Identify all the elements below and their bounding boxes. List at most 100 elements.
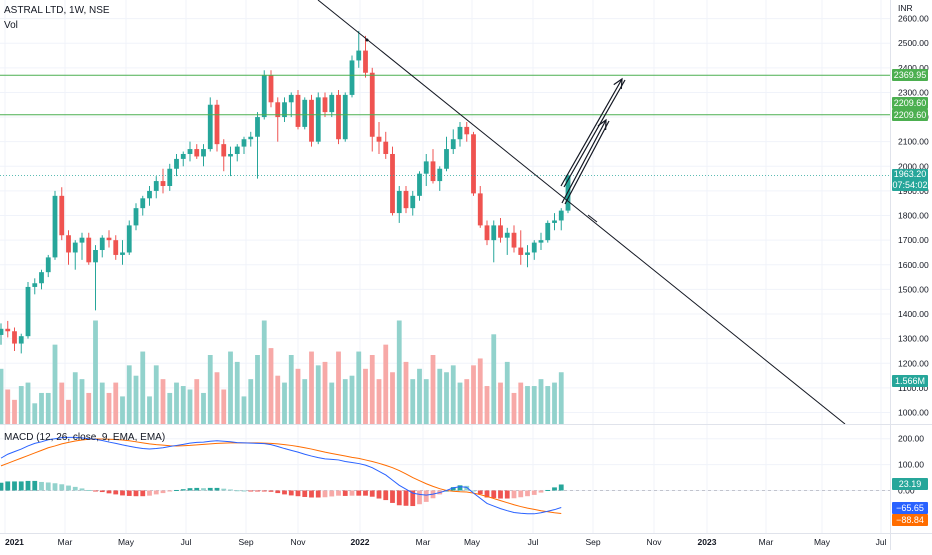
volume-bar [491,334,497,424]
candle-body [113,240,119,255]
volume-bar [376,379,382,424]
time-tick-label: May [464,537,481,547]
volume-bar [187,389,193,424]
candle-body [417,173,422,196]
candle-body [444,149,449,169]
macd-histogram-bar [228,489,233,491]
macd-histogram-bar [295,490,301,497]
candle-body [187,149,193,154]
bar-countdown: 07:54:02 [892,180,928,191]
macd-histogram-bar [423,490,429,502]
macd-histogram-bar [234,490,240,492]
macd-histogram-bar [410,490,416,507]
candle-body [552,220,557,223]
macd-line [0,436,562,515]
price-tick-label: 2400.00 [898,63,929,73]
candle-body [248,136,254,140]
volume-legend[interactable]: Vol [4,20,18,31]
level-high-tag: 2369.95 [892,69,928,82]
volume-bar [25,382,31,424]
trendline [317,0,846,425]
volume-bar [255,355,260,424]
macd-histogram-bar [180,489,186,491]
time-tick-label: Jul [876,537,887,547]
macd-histogram-bar [93,490,98,492]
arrow-shaft [560,78,623,187]
candle-body [59,195,65,236]
volume-bar [5,389,11,424]
macd-histogram-bar [25,480,31,491]
candle-body [153,181,159,191]
candle-body [491,225,497,241]
macd-histogram-bar [194,487,200,491]
volume-bar [113,382,119,424]
candle-body [437,168,443,182]
volume-bar [498,382,503,424]
symbol-legend[interactable]: ASTRAL LTD, 1W, NSE [4,5,110,16]
grid-layer [0,0,890,533]
candle-body [363,50,368,73]
candle-body [72,242,78,253]
volume-bar [86,392,92,424]
candle-body [484,225,490,241]
time-tick-label: Jul [181,537,192,547]
candles [0,30,571,354]
macd-histogram-bar [457,485,463,491]
macd-histogram-bar [241,490,247,492]
time-tick-label: Mar [759,537,774,547]
price-tick-label: 1300.00 [898,334,929,344]
macd-histogram-bar [153,490,159,495]
macd-histogram-bar [518,490,524,498]
volume-bar [531,386,537,424]
projection-arrow-lower [561,118,610,205]
volume-bar [214,372,220,424]
macd-histogram-bar [342,490,348,496]
arrow-head [597,118,607,131]
volume-bar [444,372,449,424]
candle-body [450,139,456,150]
candle-body [504,232,510,238]
time-tick-label: Mar [416,537,431,547]
macd-histogram-bar [248,490,254,492]
macd-histogram-bar [106,490,112,494]
candle-body [322,97,328,113]
candle-body [498,225,503,238]
volume-bar [93,320,98,424]
price-tick-label: 1600.00 [898,260,929,270]
histogram-tag: 23.19 [892,478,928,490]
candle-body [430,161,436,182]
candle-body [167,168,173,186]
volume-bar [194,379,200,424]
price-tick-label: 2100.00 [898,137,929,147]
macd-histogram-bar [133,490,139,497]
macd-histogram-bar [376,490,382,499]
candle-body [275,102,281,118]
candle-body [342,94,348,140]
candle-body [288,94,294,103]
macd-histogram-bar [450,487,456,491]
candle-body [39,272,44,284]
macd-histogram-bar [275,490,281,494]
macd-histogram-bar [356,490,362,496]
candle-body [518,247,524,255]
trendline-anchor [365,38,369,42]
volume-bar [120,396,125,424]
volume-bar [52,344,58,424]
price-tick-label: 1800.00 [898,211,929,221]
macd-histogram-bar [86,489,92,491]
time-tick-label: Nov [646,537,662,547]
macd-legend[interactable]: MACD (12, 26, close, 9, EMA, EMA) [4,432,166,443]
candle-body [147,190,152,199]
candle-body [228,153,233,157]
macd-histogram-bar [72,486,78,491]
candle-body [329,94,335,113]
macd-histogram-bar [140,490,146,497]
volume-bar [45,392,51,424]
volume-bar [0,368,4,424]
candle-body [5,328,11,332]
volume-bar [153,365,159,424]
volume-bar [356,351,362,424]
volume-bar [268,348,274,424]
macd-histogram-bar [207,487,213,491]
